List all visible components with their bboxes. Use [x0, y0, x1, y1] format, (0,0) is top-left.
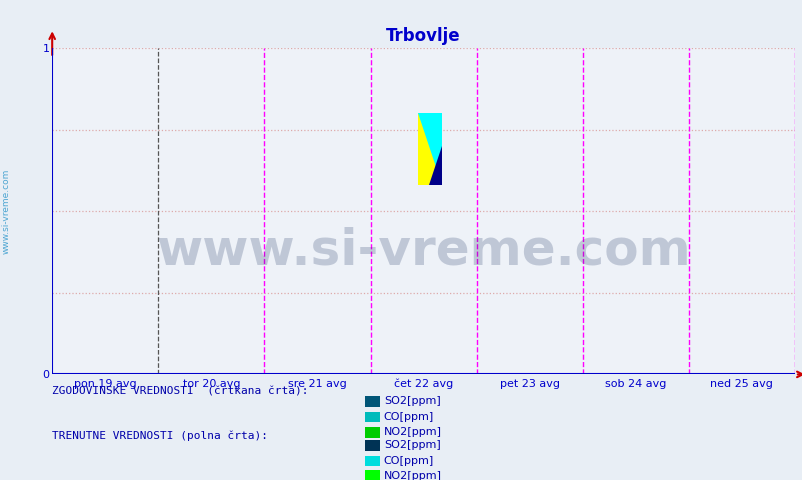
- Polygon shape: [418, 113, 441, 185]
- Text: ZGODOVINSKE VREDNOSTI  (črtkana črta):: ZGODOVINSKE VREDNOSTI (črtkana črta):: [52, 386, 308, 396]
- Polygon shape: [428, 145, 441, 185]
- Text: www.si-vreme.com: www.si-vreme.com: [2, 168, 11, 254]
- Text: www.si-vreme.com: www.si-vreme.com: [156, 227, 690, 275]
- Title: Trbovlje: Trbovlje: [386, 27, 460, 45]
- Text: CO[ppm]: CO[ppm]: [383, 456, 434, 466]
- Text: SO2[ppm]: SO2[ppm]: [383, 396, 440, 406]
- Text: NO2[ppm]: NO2[ppm]: [383, 471, 441, 480]
- Text: TRENUTNE VREDNOSTI (polna črta):: TRENUTNE VREDNOSTI (polna črta):: [52, 431, 268, 441]
- Polygon shape: [418, 113, 441, 185]
- Text: SO2[ppm]: SO2[ppm]: [383, 441, 440, 450]
- Text: NO2[ppm]: NO2[ppm]: [383, 428, 441, 437]
- Text: CO[ppm]: CO[ppm]: [383, 412, 434, 422]
